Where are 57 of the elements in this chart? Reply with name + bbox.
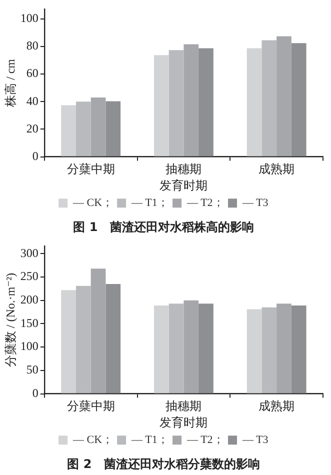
y-tick-label: 0: [32, 386, 38, 400]
bar: [184, 300, 199, 394]
bar: [198, 304, 214, 394]
bar: [246, 309, 262, 394]
bar: [168, 304, 184, 394]
bar: [246, 48, 262, 156]
bar: [184, 44, 199, 156]
legend-label: — T2；: [186, 196, 224, 209]
text: 图 2 菌渣还田对水稻分蘖数的影响: [67, 456, 260, 471]
x-tick-label: 成熟期: [258, 399, 295, 414]
x-tick-label: 成熟期: [258, 162, 295, 176]
bar: [262, 307, 277, 394]
y-tick-label: 20: [26, 121, 38, 136]
bar: [154, 55, 169, 156]
x-axis-title: 发育时期: [160, 178, 208, 193]
x-tick-label: 分蘖中期: [66, 162, 115, 176]
bar: [262, 40, 277, 156]
y-tick-label: 80: [26, 38, 38, 53]
y-tick-label: 50: [26, 362, 38, 377]
y-tick-label: 100: [20, 11, 38, 26]
bar: [291, 306, 306, 394]
bar: [61, 290, 76, 394]
bar: [76, 102, 91, 156]
legend-label: — T3: [242, 196, 269, 209]
bar: [90, 97, 106, 156]
legend-label: — T1；: [130, 196, 168, 209]
legend-label: — T2；: [186, 434, 224, 446]
legend-label: — T1；: [130, 434, 168, 446]
y-tick-label: 200: [20, 292, 38, 307]
bar: [90, 268, 106, 394]
y-tick-label: 250: [20, 269, 38, 284]
y-tick-label: 60: [26, 66, 38, 80]
bar: [276, 36, 292, 156]
y-tick-label: 0: [32, 148, 38, 163]
bar: [168, 50, 184, 156]
bar: [76, 286, 91, 394]
bar: [106, 101, 121, 156]
y-tick-label: 150: [20, 316, 38, 330]
text: 图 1 菌渣还田对水稻株高的影响: [73, 220, 254, 234]
y-tick-label: 100: [20, 339, 38, 354]
legend-label: — CK；: [72, 196, 114, 209]
y-tick-label: 300: [20, 246, 38, 260]
bar: [291, 43, 306, 156]
legend-label: — T3: [242, 434, 269, 446]
y-axis-title: 株高 / cm: [3, 58, 18, 108]
x-tick-label: 抽穗期: [166, 162, 202, 176]
bar: [154, 306, 169, 394]
bar: [198, 48, 214, 156]
y-tick-label: 40: [26, 94, 38, 108]
bar: [276, 304, 292, 394]
bar: [106, 284, 121, 394]
y-axis-title: 分蘖数 / (No.·m⁻²): [3, 272, 18, 368]
bar: [61, 105, 76, 156]
legend-label: — CK；: [72, 434, 114, 446]
x-tick-label: 抽穗期: [166, 399, 202, 414]
x-tick-label: 分蘖中期: [66, 399, 115, 414]
x-axis-title: 发育时期: [160, 416, 208, 430]
